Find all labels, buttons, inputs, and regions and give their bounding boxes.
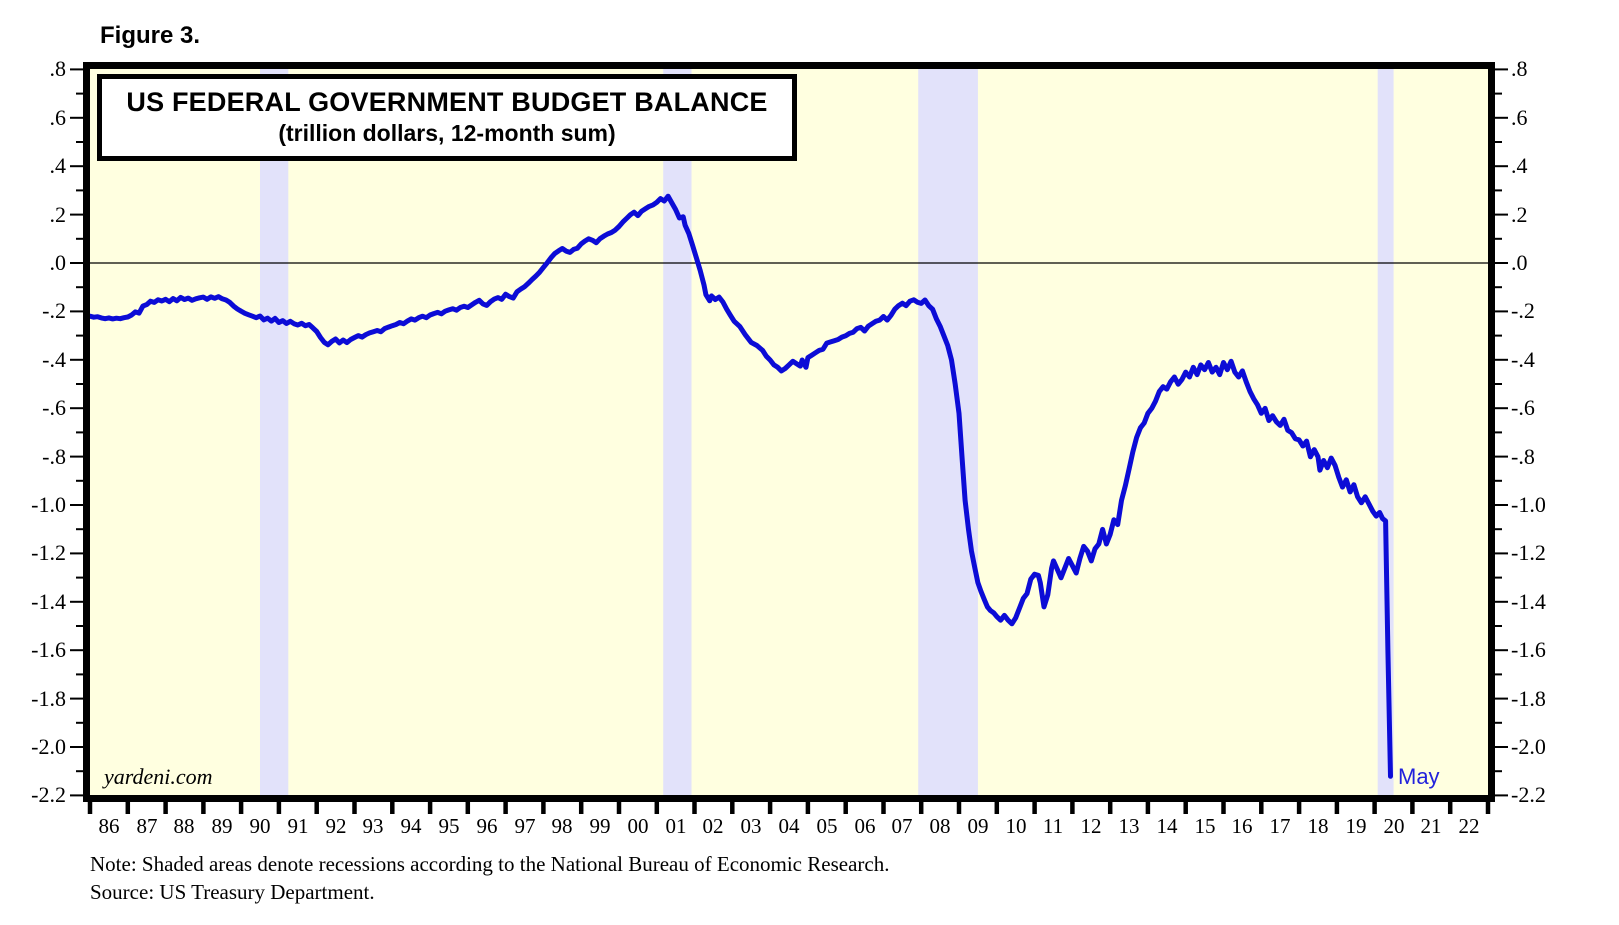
recession-band — [1377, 66, 1394, 798]
x-tick-label: 07 — [891, 814, 913, 838]
x-tick-label: 00 — [627, 814, 649, 838]
y-tick-label-right: -1.2 — [1511, 540, 1546, 565]
x-tick-label: 02 — [702, 814, 724, 838]
y-tick-label-left: -1.2 — [31, 540, 66, 565]
source-text: Source: US Treasury Department. — [90, 880, 375, 904]
y-tick-label-right: -1.6 — [1511, 637, 1546, 662]
recession-band — [663, 66, 692, 798]
y-tick-label-right: .8 — [1511, 56, 1528, 81]
plot-border — [83, 62, 1495, 802]
x-tick-label: 97 — [514, 814, 536, 838]
recession-band — [260, 66, 289, 798]
y-tick-label-right: -1.0 — [1511, 492, 1546, 517]
y-tick-label-left: .2 — [49, 202, 67, 227]
x-tick-label: 92 — [325, 814, 347, 838]
x-tick-label: 09 — [967, 814, 989, 838]
x-tick-label: 19 — [1345, 814, 1367, 838]
y-tick-label-right: .0 — [1511, 250, 1528, 275]
x-tick-label: 12 — [1080, 814, 1102, 838]
y-tick-label-right: -1.8 — [1511, 686, 1546, 711]
y-tick-label-left: .6 — [49, 105, 67, 130]
x-tick-label: 17 — [1269, 814, 1291, 838]
x-tick-label: 22 — [1458, 814, 1480, 838]
chart-title: US FEDERAL GOVERNMENT BUDGET BALANCE — [126, 87, 768, 117]
x-tick-label: 13 — [1118, 814, 1140, 838]
y-tick-label-right: -2.2 — [1511, 782, 1546, 807]
x-tick-label: 04 — [778, 814, 800, 838]
x-tick-label: 21 — [1420, 814, 1442, 838]
x-tick-label: 16 — [1231, 814, 1253, 838]
chart-title-box: US FEDERAL GOVERNMENT BUDGET BALANCE (tr… — [97, 74, 797, 161]
y-tick-label-right: -.6 — [1511, 395, 1535, 420]
x-tick-label: 11 — [1042, 814, 1064, 838]
y-tick-label-right: .4 — [1511, 153, 1528, 178]
y-tick-label-left: -1.6 — [31, 637, 66, 662]
x-tick-label: 03 — [740, 814, 762, 838]
y-tick-label-right: -1.4 — [1511, 589, 1546, 614]
y-tick-label-right: -.2 — [1511, 298, 1535, 323]
last-point-label: May — [1398, 764, 1440, 789]
y-tick-label-right: -.4 — [1511, 347, 1535, 372]
x-tick-label: 20 — [1383, 814, 1405, 838]
note-text: Note: Shaded areas denote recessions acc… — [90, 852, 890, 876]
x-tick-label: 91 — [287, 814, 309, 838]
x-tick-label: 01 — [665, 814, 687, 838]
x-tick-label: 96 — [476, 814, 498, 838]
y-tick-label-left: -1.4 — [31, 589, 66, 614]
x-tick-label: 95 — [438, 814, 460, 838]
x-tick-label: 06 — [854, 814, 876, 838]
y-tick-label-left: .8 — [49, 56, 67, 81]
y-tick-label-right: -.8 — [1511, 444, 1535, 469]
x-tick-label: 89 — [211, 814, 233, 838]
y-tick-label-right: .2 — [1511, 202, 1528, 227]
x-tick-label: 88 — [173, 814, 195, 838]
budget-balance-line — [87, 193, 1393, 779]
x-tick-label: 08 — [929, 814, 951, 838]
y-tick-label-right: .6 — [1511, 105, 1528, 130]
x-tick-label: 98 — [551, 814, 573, 838]
y-tick-label-left: -.2 — [42, 298, 66, 323]
y-tick-label-left: -1.0 — [31, 492, 66, 517]
y-tick-label-left: -.4 — [42, 347, 66, 372]
x-tick-label: 15 — [1194, 814, 1216, 838]
x-tick-label: 05 — [816, 814, 838, 838]
plot-background — [86, 65, 1492, 799]
recession-band — [918, 66, 978, 798]
watermark: yardeni.com — [104, 764, 213, 789]
y-tick-label-left: .0 — [49, 250, 67, 275]
y-tick-label-left: -.6 — [42, 395, 66, 420]
y-tick-label-right: -2.0 — [1511, 734, 1546, 759]
x-tick-label: 87 — [136, 814, 158, 838]
x-tick-label: 90 — [249, 814, 271, 838]
y-tick-label-left: -2.2 — [31, 782, 66, 807]
x-tick-label: 18 — [1307, 814, 1329, 838]
x-tick-label: 86 — [98, 814, 120, 838]
y-tick-label-left: .4 — [49, 153, 67, 178]
y-tick-label-left: -2.0 — [31, 734, 66, 759]
x-tick-label: 99 — [589, 814, 611, 838]
figure-label: Figure 3. — [100, 22, 201, 49]
x-tick-label: 94 — [400, 814, 422, 838]
y-tick-label-left: -.8 — [42, 444, 66, 469]
y-tick-label-left: -1.8 — [31, 686, 66, 711]
x-tick-label: 93 — [362, 814, 384, 838]
x-tick-label: 10 — [1005, 814, 1027, 838]
chart-subtitle: (trillion dollars, 12-month sum) — [278, 120, 616, 146]
x-tick-label: 14 — [1156, 814, 1178, 838]
